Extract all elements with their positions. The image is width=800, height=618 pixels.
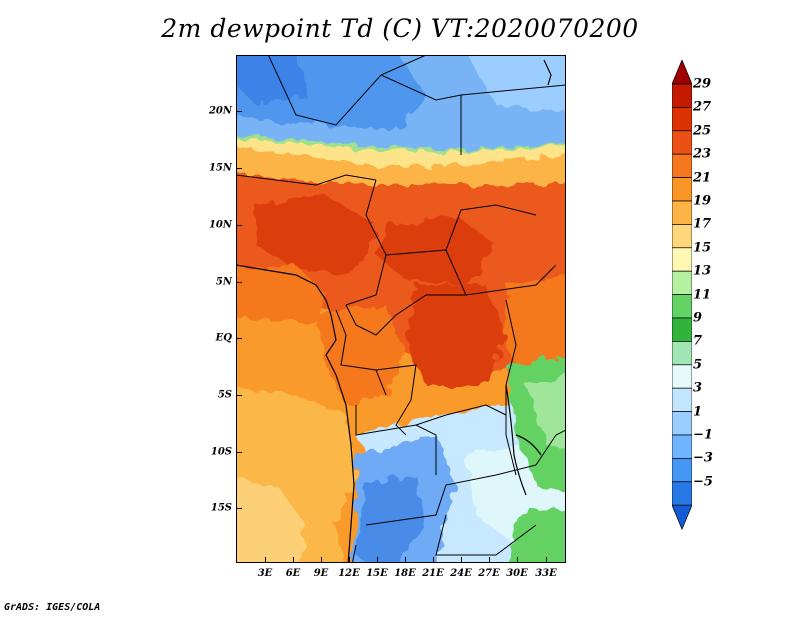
map-title: 2m dewpoint Td (C) VT:2020070200 [161, 14, 639, 43]
dewpoint-field [236, 55, 566, 563]
colorbar-box [672, 294, 692, 319]
colorbar-top-triangle [672, 60, 692, 85]
lat-tick [236, 452, 242, 453]
lat-label-10s: 10S [210, 446, 232, 458]
lon-label-15e: 15E [366, 568, 388, 579]
lon-tick [517, 557, 518, 563]
lon-tick [377, 557, 378, 563]
lon-label-30e: 30E [506, 568, 528, 579]
colorbar-box [672, 107, 692, 132]
colorbar-label: 19 [693, 193, 712, 209]
colorbar-label: 13 [693, 263, 712, 279]
lat-tick [236, 508, 242, 509]
colorbar [672, 60, 692, 531]
lon-label-27e: 27E [478, 568, 500, 579]
colorbar-box [672, 458, 692, 483]
colorbar-label: 21 [693, 170, 712, 186]
lat-tick [236, 338, 242, 339]
colorbar-label: −1 [693, 427, 713, 443]
lon-tick [265, 557, 266, 563]
lon-tick [433, 557, 434, 563]
map-frame [236, 55, 566, 563]
lon-tick [405, 557, 406, 563]
colorbar-label: 5 [693, 357, 703, 373]
colorbar-label: 17 [693, 216, 712, 232]
colorbar-box [672, 130, 692, 155]
lat-label-eq: EQ [215, 332, 232, 344]
lon-label-18e: 18E [394, 568, 416, 579]
lat-label-20n: 20N [208, 105, 232, 117]
lon-tick [293, 557, 294, 563]
colorbar-label: 3 [693, 380, 703, 396]
lat-tick [236, 395, 242, 396]
colorbar-box [672, 387, 692, 412]
colorbar-box [672, 177, 692, 202]
lon-label-24e: 24E [450, 568, 472, 579]
colorbar-label: 29 [693, 76, 712, 92]
colorbar-box [672, 317, 692, 342]
lat-tick [236, 168, 242, 169]
colorbar-box [672, 153, 692, 178]
lat-label-15n: 15N [208, 162, 232, 174]
colorbar-box [672, 247, 692, 272]
lon-tick [461, 557, 462, 563]
colorbar-label: 25 [693, 123, 712, 139]
colorbar-label: 1 [693, 404, 703, 420]
colorbar-label: 15 [693, 240, 712, 256]
lon-tick [489, 557, 490, 563]
lat-tick [236, 111, 242, 112]
colorbar-label: 27 [693, 99, 712, 115]
colorbar-box [672, 224, 692, 249]
lat-label-5s: 5S [217, 389, 232, 401]
lon-label-3e: 3E [257, 568, 273, 579]
lon-label-33e: 33E [535, 568, 557, 579]
colorbar-box [672, 411, 692, 436]
colorbar-label: 23 [693, 146, 712, 162]
colorbar-label: 11 [693, 287, 712, 303]
lon-tick [321, 557, 322, 563]
colorbar-box [672, 341, 692, 366]
colorbar-box [672, 200, 692, 225]
lat-label-5n: 5N [215, 276, 232, 288]
credit-text: GrADS: IGES/COLA [4, 602, 101, 613]
lat-tick [236, 225, 242, 226]
lon-tick [546, 557, 547, 563]
colorbar-label: −5 [693, 474, 713, 490]
dewpoint-map [236, 55, 566, 563]
lat-tick [236, 282, 242, 283]
lon-label-21e: 21E [422, 568, 444, 579]
lat-label-10n: 10N [208, 219, 232, 231]
colorbar-label: 9 [693, 310, 703, 326]
lon-label-9e: 9E [313, 568, 329, 579]
lon-label-12e: 12E [338, 568, 360, 579]
colorbar-bottom-triangle [672, 504, 692, 531]
colorbar-label: 7 [693, 333, 703, 349]
colorbar-box [672, 481, 692, 506]
colorbar-box [672, 434, 692, 459]
lon-tick [349, 557, 350, 563]
colorbar-box [672, 270, 692, 295]
lon-label-6e: 6E [285, 568, 301, 579]
colorbar-label: −3 [693, 450, 713, 466]
lat-label-15s: 15S [210, 502, 232, 514]
colorbar-box [672, 364, 692, 389]
colorbar-box [672, 83, 692, 108]
